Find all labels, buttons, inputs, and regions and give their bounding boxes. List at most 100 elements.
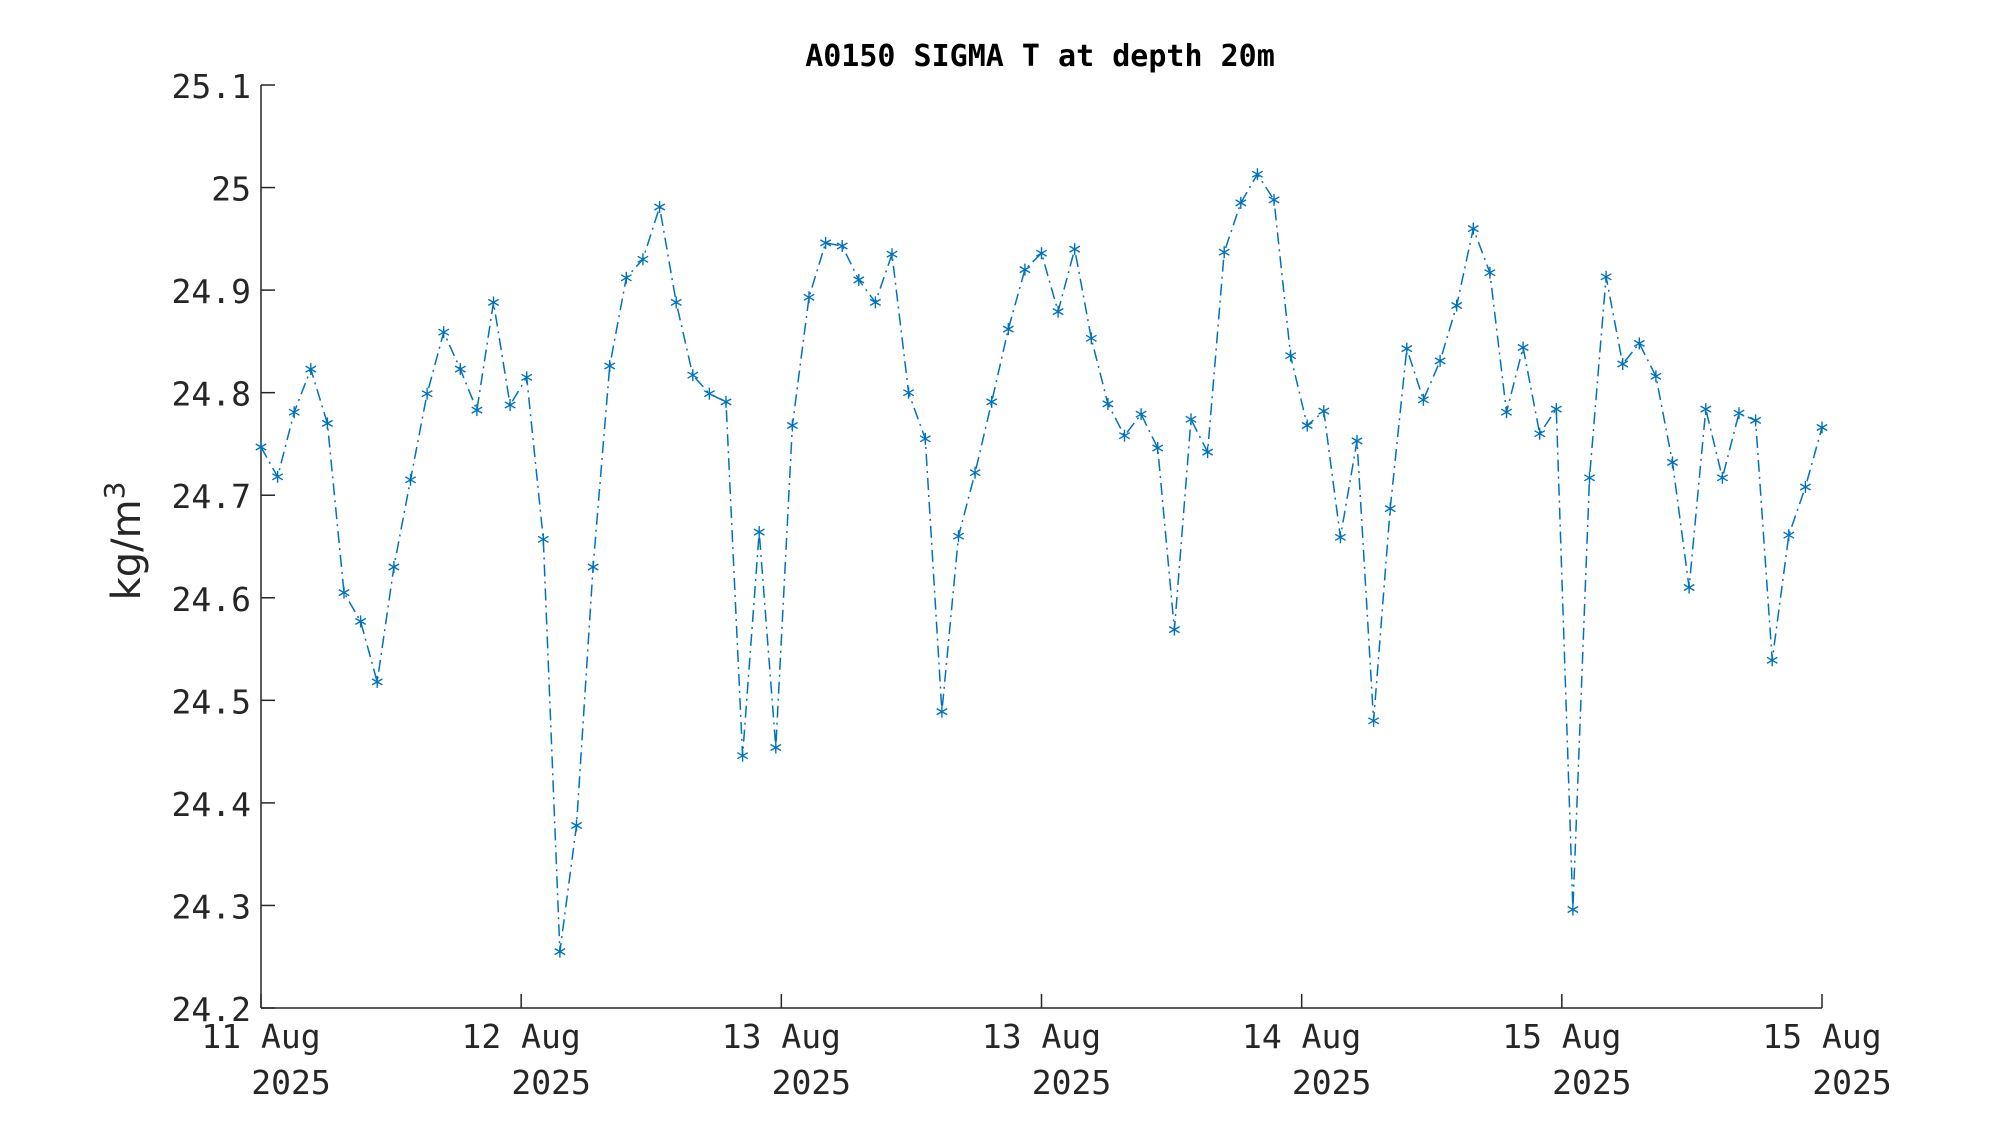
data-point	[570, 819, 583, 832]
data-point	[1368, 714, 1380, 727]
data-point	[305, 363, 317, 376]
data-point	[504, 399, 516, 411]
data-point	[1384, 502, 1396, 515]
data-point	[554, 945, 566, 958]
y-tick-label: 24.4	[172, 785, 251, 824]
x-tick-label-year: 2025	[1552, 1063, 1631, 1102]
x-tick-label-year: 2025	[511, 1063, 590, 1102]
data-point	[1235, 196, 1247, 209]
y-axis-label: kg/m3	[98, 482, 150, 601]
x-tick-label-year: 2025	[1032, 1063, 1111, 1102]
x-tick-label-date: 13 Aug	[982, 1017, 1101, 1056]
data-point	[737, 749, 749, 762]
data-point	[1152, 442, 1164, 454]
data-point	[1185, 413, 1197, 426]
y-axis: 24.2 24.3 24.4 24.5 24.6 24.7 24.8 24.9 25 25.1	[172, 67, 275, 1029]
data-point	[371, 675, 383, 688]
data-point	[1434, 354, 1446, 367]
data-point	[1816, 421, 1828, 434]
data-point	[1451, 299, 1463, 312]
data-point	[654, 201, 666, 213]
data-point	[1019, 263, 1031, 276]
data-point	[1069, 243, 1081, 256]
data-point	[1750, 414, 1762, 427]
x-tick-label-year: 2025	[1812, 1063, 1891, 1102]
data-point	[637, 253, 649, 266]
data-point	[869, 296, 881, 309]
data-point	[537, 533, 549, 546]
y-tick-label: 24.5	[172, 682, 251, 721]
data-point	[1318, 405, 1330, 418]
data-point	[487, 296, 500, 309]
data-point	[1700, 403, 1712, 416]
data-point	[886, 248, 898, 261]
y-tick-label: 24.3	[172, 887, 251, 926]
data-point	[1484, 266, 1496, 279]
data-point	[1102, 397, 1114, 410]
data-point	[1716, 471, 1728, 484]
data-point	[919, 432, 931, 445]
data-point	[1251, 168, 1263, 181]
data-point	[1683, 581, 1695, 594]
data-point	[1168, 623, 1180, 636]
data-point	[338, 586, 350, 599]
data-point	[836, 240, 848, 252]
data-point	[1633, 337, 1645, 350]
data-point	[1417, 393, 1429, 406]
data-point	[587, 561, 599, 573]
data-point	[1401, 342, 1413, 355]
data-point	[272, 470, 284, 483]
y-tick-label: 24.8	[172, 375, 251, 414]
y-tick-label: 24.7	[172, 477, 251, 516]
data-point	[1783, 529, 1795, 542]
data-point	[1052, 305, 1064, 318]
data-point	[1135, 408, 1147, 421]
data-point	[355, 615, 367, 628]
data-point	[288, 406, 300, 419]
data-point	[1334, 531, 1346, 544]
data-point	[703, 387, 715, 400]
series-line	[260, 172, 1823, 952]
data-point	[604, 360, 616, 372]
data-point	[786, 419, 798, 432]
data-point	[1550, 403, 1562, 416]
data-point	[454, 363, 466, 376]
y-tick-label: 24.9	[172, 272, 251, 311]
data-point	[720, 395, 732, 408]
data-point	[255, 441, 267, 453]
x-tick-label-date: 12 Aug	[462, 1017, 581, 1056]
data-point	[1534, 427, 1546, 440]
y-tick-label: 24.2	[172, 990, 251, 1029]
data-point	[687, 369, 699, 382]
data-point	[1583, 471, 1596, 484]
data-point	[1218, 246, 1230, 259]
data-point	[1650, 370, 1662, 383]
x-axis: 11 Aug 2025 12 Aug 2025 13 Aug 2025 13 Aug 2025…	[201, 994, 1892, 1102]
data-point	[404, 473, 417, 486]
y-tick-label: 25	[211, 170, 251, 209]
x-tick-label-date: 11 Aug	[201, 1017, 320, 1056]
y-axis-label-superscript: 3	[98, 482, 131, 500]
data-point	[471, 404, 483, 417]
data-point	[1285, 349, 1297, 362]
data-point	[770, 741, 782, 754]
x-tick-label-year: 2025	[251, 1063, 330, 1102]
data-point	[1500, 406, 1513, 419]
data-point	[1467, 222, 1479, 235]
data-point	[952, 530, 965, 543]
data-point	[1301, 419, 1313, 432]
chart-title: A0150 SIGMA T at depth 20m	[805, 39, 1275, 74]
data-point	[1600, 270, 1612, 283]
data-point	[421, 387, 433, 400]
x-tick-label-date: 14 Aug	[1242, 1017, 1361, 1056]
data-point	[803, 291, 815, 304]
data-point	[670, 296, 682, 309]
x-tick-label-year: 2025	[772, 1063, 851, 1102]
data-point	[1617, 358, 1629, 370]
data-point	[438, 326, 450, 339]
data-point	[969, 466, 981, 479]
data-point	[388, 561, 400, 573]
x-tick-label-date: 13 Aug	[722, 1017, 841, 1056]
data-point	[1035, 247, 1048, 260]
